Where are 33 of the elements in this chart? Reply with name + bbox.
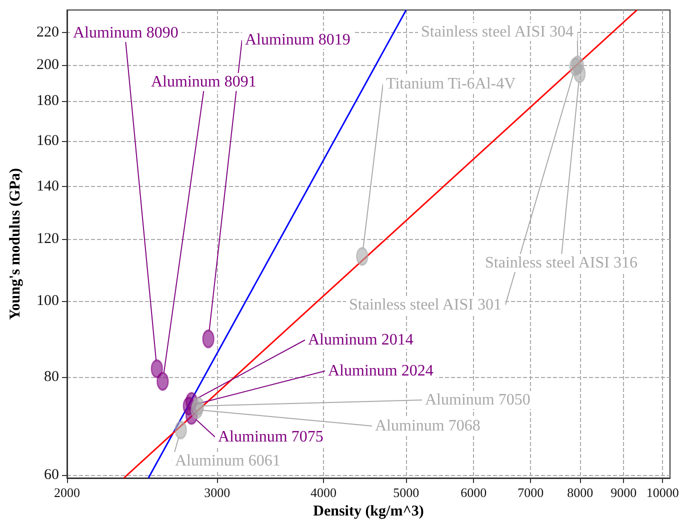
text: Stainless steel AISI 316 [485,254,638,272]
y-tick-label: 180 [36,92,59,109]
y-tick-label: 120 [36,230,59,247]
x-tick-label: 10000 [646,485,679,500]
x-tick-label: 3000 [204,485,230,500]
y-tick-label: 160 [36,132,59,149]
x-tick-label: 9000 [610,485,637,500]
y-tick-label: 100 [36,293,59,310]
y-tick-label: 140 [36,178,59,194]
x-tick-label: 2000 [54,485,80,500]
y-axis-title: Young's modulus (GPa) [8,168,24,320]
x-tick-label: 5000 [393,485,420,500]
x-tick-label: 6000 [460,485,487,500]
text: Aluminum 7050 [425,392,530,408]
x-axis-title: Density (kg/m^3) [313,504,424,520]
y-tick-label: 220 [36,24,59,40]
y-tick-label: 60 [44,467,59,484]
text: Aluminum 8019 [245,32,350,48]
text: Aluminum 7068 [375,418,480,434]
legend-label: Aluminum 7075 [218,428,324,446]
x-tick-label: 7000 [518,485,544,500]
text: Aluminum 2024 [328,362,434,380]
series-label: Stainless steel AISI 304 [421,24,574,40]
x-tick-label: 4000 [310,485,337,500]
text: Titanium Ti-6Al-4V [386,76,516,92]
text: Aluminum 2014 [308,332,414,348]
text: Stainless steel AISI 301 [349,296,502,314]
series-label: Aluminum 6061 [175,452,280,470]
text: Aluminum 8091 [151,74,256,90]
text: Aluminum 8090 [73,24,178,42]
x-tick-label: 8000 [567,485,594,500]
y-tick-label: 200 [36,56,59,73]
y-tick-label: 80 [44,369,59,386]
